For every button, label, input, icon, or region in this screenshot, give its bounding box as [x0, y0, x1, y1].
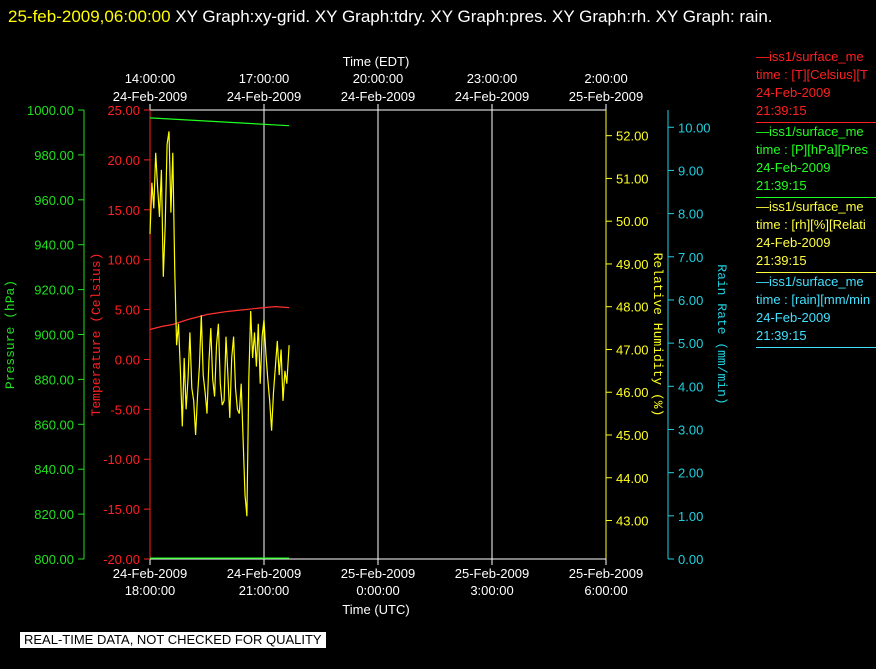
legend-field: time : [rain][mm/min	[756, 292, 871, 307]
legend-line: —iss1/surface_me	[756, 199, 864, 214]
rain-tick-label: 3.00	[678, 422, 703, 437]
top-tick-label: 17:00:00	[239, 71, 290, 86]
series-tdry-line	[149, 305, 290, 331]
temperature-tick-label: -5.00	[110, 402, 140, 417]
top-axis-title: Time (EDT)	[343, 54, 410, 69]
legend-date: 24-Feb-2009	[756, 310, 831, 325]
rain-tick-label: 6.00	[678, 293, 703, 308]
rh-tick-label: 46.00	[616, 385, 649, 400]
temperature-tick-label: -15.00	[103, 502, 140, 517]
rh-tick-label: 52.00	[616, 129, 649, 144]
pressure-tick-label: 980.00	[34, 148, 74, 163]
temperature-tick-label: 0.00	[115, 352, 140, 367]
legend-line: —iss1/surface_me	[756, 274, 864, 289]
x-tick-label: 0:00:00	[356, 583, 399, 598]
legend-field: time : [T][Celsius][T	[756, 67, 868, 82]
legend-date: 24-Feb-2009	[756, 85, 831, 100]
rain-tick-label: 9.00	[678, 163, 703, 178]
legend-time: 21:39:15	[756, 103, 807, 118]
legend-line: —iss1/surface_me	[756, 49, 864, 64]
pressure-tick-label: 800.00	[34, 552, 74, 567]
legend-date: 24-Feb-2009	[756, 235, 831, 250]
pressure-tick-label: 880.00	[34, 372, 74, 387]
top-tick-label: 24-Feb-2009	[341, 89, 415, 104]
quality-warning: REAL-TIME DATA, NOT CHECKED FOR QUALITY	[20, 632, 326, 648]
rh-tick-label: 47.00	[616, 342, 649, 357]
rh-tick-label: 44.00	[616, 471, 649, 486]
x-tick-label: 6:00:00	[584, 583, 627, 598]
rh-axis-title: Relative Humidity (%)	[650, 253, 665, 417]
series-pres-line	[149, 117, 290, 127]
pressure-tick-label: 840.00	[34, 462, 74, 477]
legend-time: 21:39:15	[756, 178, 807, 193]
legend: —iss1/surface_me time : [T][Celsius][T 24-…	[756, 48, 876, 348]
top-tick-label: 2:00:00	[584, 71, 627, 86]
rain-tick-label: 8.00	[678, 207, 703, 222]
rain-tick-label: 1.00	[678, 509, 703, 524]
rain-tick-label: 5.00	[678, 336, 703, 351]
x-tick-label: 25-Feb-2009	[341, 566, 415, 581]
x-tick-label: 18:00:00	[125, 583, 176, 598]
legend-date: 24-Feb-2009	[756, 160, 831, 175]
rain-tick-label: 10.00	[678, 120, 711, 135]
rh-tick-label: 45.00	[616, 428, 649, 443]
pressure-tick-label: 860.00	[34, 417, 74, 432]
top-tick-label: 14:00:00	[125, 71, 176, 86]
top-tick-label: 20:00:00	[353, 71, 404, 86]
legend-time: 21:39:15	[756, 253, 807, 268]
rh-tick-label: 48.00	[616, 300, 649, 315]
x-tick-label: 25-Feb-2009	[569, 566, 643, 581]
x-tick-label: 24-Feb-2009	[227, 566, 301, 581]
temperature-tick-label: 10.00	[107, 253, 140, 268]
rain-tick-label: 0.00	[678, 552, 703, 567]
temperature-tick-label: 20.00	[107, 153, 140, 168]
temperature-tick-label: 5.00	[115, 303, 140, 318]
rh-tick-label: 50.00	[616, 214, 649, 229]
rain-axis-title: Rain Rate (mm/min)	[714, 264, 729, 404]
top-tick-label: 24-Feb-2009	[113, 89, 187, 104]
pressure-tick-label: 940.00	[34, 238, 74, 253]
top-tick-label: 23:00:00	[467, 71, 518, 86]
pressure-axis-title: Pressure (hPa)	[3, 280, 18, 389]
graph-titles: XY Graph:xy-grid. XY Graph:tdry. XY Grap…	[175, 7, 773, 26]
legend-field: time : [rh][%][Relati	[756, 217, 866, 232]
rh-tick-label: 51.00	[616, 171, 649, 186]
temperature-axis-title: Temperature (Celsius)	[89, 253, 104, 417]
temperature-tick-label: -20.00	[103, 552, 140, 567]
series-rh-line	[149, 131, 290, 517]
legend-field: time : [P][hPa][Pres	[756, 142, 868, 157]
window-header: 25-feb-2009,06:00:00 XY Graph:xy-grid. X…	[8, 3, 858, 31]
x-tick-label: 21:00:00	[239, 583, 290, 598]
bottom-axis-title: Time (UTC)	[342, 602, 409, 617]
pressure-tick-label: 920.00	[34, 283, 74, 298]
rh-tick-label: 43.00	[616, 514, 649, 529]
top-tick-label: 24-Feb-2009	[455, 89, 529, 104]
top-tick-label: 24-Feb-2009	[227, 89, 301, 104]
timestamp: 25-feb-2009,06:00:00	[8, 7, 171, 26]
x-tick-label: 24-Feb-2009	[113, 566, 187, 581]
pressure-tick-label: 820.00	[34, 507, 74, 522]
temperature-tick-label: -10.00	[103, 452, 140, 467]
pressure-tick-label: 1000.00	[27, 103, 74, 118]
x-tick-label: 3:00:00	[470, 583, 513, 598]
pressure-tick-label: 900.00	[34, 328, 74, 343]
rain-tick-label: 7.00	[678, 250, 703, 265]
rain-tick-label: 2.00	[678, 466, 703, 481]
legend-time: 21:39:15	[756, 328, 807, 343]
x-tick-label: 25-Feb-2009	[455, 566, 529, 581]
pressure-tick-label: 960.00	[34, 193, 74, 208]
top-tick-label: 25-Feb-2009	[569, 89, 643, 104]
rh-tick-label: 49.00	[616, 257, 649, 272]
temperature-tick-label: 25.00	[107, 103, 140, 118]
legend-line: —iss1/surface_me	[756, 124, 864, 139]
temperature-tick-label: 15.00	[107, 203, 140, 218]
rain-tick-label: 4.00	[678, 379, 703, 394]
